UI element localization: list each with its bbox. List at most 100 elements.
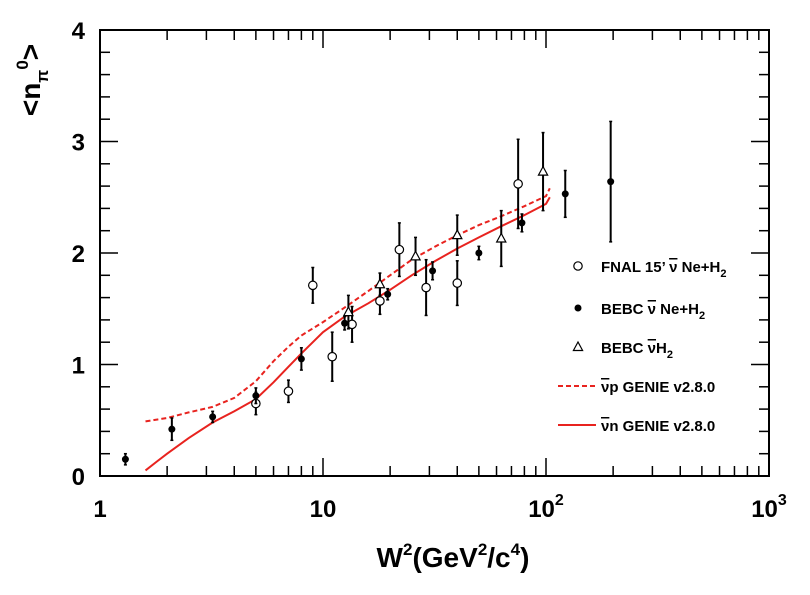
x-tick-label-exponent: 2 [555, 492, 564, 509]
y-tick-label: 2 [72, 241, 85, 268]
x-tick-label: 103 [751, 492, 787, 523]
data-point [252, 387, 260, 405]
data-point [347, 305, 357, 343]
x-tick-label-base: 10 [751, 496, 778, 523]
open-triangle-marker [409, 250, 422, 261]
legend-subscript: 2 [667, 349, 673, 361]
data-point [327, 331, 338, 382]
legend-item: νn GENIE v2.8.0 [558, 418, 715, 435]
filled-circle-marker [168, 425, 176, 433]
x-tick-label: 102 [528, 492, 564, 523]
data-point [409, 236, 422, 277]
filled-circle-marker [341, 319, 349, 327]
legend-text-part: BEBC [601, 301, 648, 318]
data-point [518, 213, 526, 233]
data-point [342, 294, 355, 330]
filled-circle-marker [574, 304, 582, 312]
data-point [537, 131, 549, 212]
filled-circle-marker [384, 290, 392, 298]
data-point [297, 347, 305, 371]
open-circle-marker [307, 280, 318, 291]
open-triangle-marker [451, 228, 463, 240]
x-tick-label: 10 [310, 496, 337, 523]
filled-circle-marker [297, 355, 305, 363]
y-tick-label: 4 [72, 18, 86, 45]
legend-label: BEBC ν Ne+H2 [601, 301, 705, 322]
open-triangle-marker [342, 305, 355, 317]
vbar-p-genie-curve [145, 187, 551, 423]
open-circle-marker [327, 351, 338, 362]
data-point [607, 120, 615, 243]
legend-subscript: 2 [699, 310, 705, 322]
legend-label: FNAL 15’ ν Ne+H2 [601, 259, 727, 280]
data-points [121, 120, 615, 466]
data-point [451, 214, 463, 256]
data-point [561, 169, 569, 219]
legend-text-part: Ne+H [656, 301, 699, 318]
legend-nu-bar: ν [601, 379, 609, 396]
legend-item: BEBC νH2 [572, 340, 673, 361]
y-tick-label: 3 [72, 130, 85, 157]
legend-label: BEBC νH2 [601, 340, 673, 361]
filled-circle-marker [252, 392, 260, 400]
data-point [209, 410, 217, 424]
data-point [307, 266, 318, 304]
data-point [452, 260, 463, 307]
open-circle-marker [421, 282, 431, 293]
open-circle-marker [375, 296, 385, 306]
axis-ticks [100, 30, 769, 476]
open-triangle-marker [374, 277, 386, 289]
x-tick-label-base: 10 [528, 496, 555, 523]
open-circle-marker [573, 261, 583, 271]
y-axis-title: <nπ0> [13, 44, 52, 116]
x-tick-label-base: 1 [93, 496, 106, 523]
legend-item: BEBC ν Ne+H2 [574, 301, 705, 322]
data-point [283, 379, 294, 404]
open-triangle-marker [495, 232, 507, 243]
legend-text-part: H [656, 340, 667, 357]
legend-label: νn GENIE v2.8.0 [601, 418, 715, 435]
legend-nu-bar: ν [648, 340, 656, 357]
x-tick-label-exponent: 3 [778, 492, 787, 509]
open-circle-marker [283, 386, 294, 397]
filled-circle-marker [429, 267, 437, 275]
legend-item: FNAL 15’ ν Ne+H2 [573, 259, 727, 280]
filled-circle-marker [475, 249, 483, 257]
y-tick-label: 1 [72, 353, 85, 380]
y-tick-labels: 0 1 2 3 4 [72, 18, 86, 491]
legend-nu-bar: ν [601, 418, 609, 435]
data-point [384, 287, 392, 301]
data-point [374, 272, 386, 297]
legend-text-part: BEBC [601, 340, 648, 357]
filled-circle-marker [209, 413, 217, 421]
data-point [475, 245, 483, 261]
data-point [341, 315, 349, 331]
data-point [168, 417, 176, 442]
legend-nu-bar: ν [669, 259, 677, 276]
filled-circle-marker [607, 178, 615, 186]
data-point [121, 452, 129, 466]
legend-subscript: 2 [720, 268, 726, 280]
legend-text-part: Ne+H [677, 259, 720, 276]
open-circle-marker [394, 244, 405, 255]
open-triangle-marker [572, 340, 584, 352]
vbar-n-genie-curve [144, 196, 551, 472]
data-point [421, 258, 431, 317]
model-curves [144, 187, 551, 472]
legend-label: νp GENIE v2.8.0 [601, 379, 715, 396]
legend-text-part: FNAL 15’ [601, 259, 669, 276]
open-triangle-marker [537, 165, 549, 176]
x-axis-title: W2(GeV2/c4) [377, 540, 530, 573]
legend-item: νp GENIE v2.8.0 [558, 379, 715, 396]
x-tick-label: 1 [93, 496, 106, 523]
filled-circle-marker [121, 455, 129, 463]
legend-text-part: p GENIE v2.8.0 [609, 379, 715, 396]
legend-text-part: n GENIE v2.8.0 [609, 418, 715, 435]
x-tick-labels: 1 10 102 103 [93, 492, 787, 523]
data-point [394, 222, 405, 278]
filled-circle-marker [518, 219, 526, 227]
x-tick-label-base: 10 [310, 496, 337, 523]
data-point [513, 138, 523, 230]
